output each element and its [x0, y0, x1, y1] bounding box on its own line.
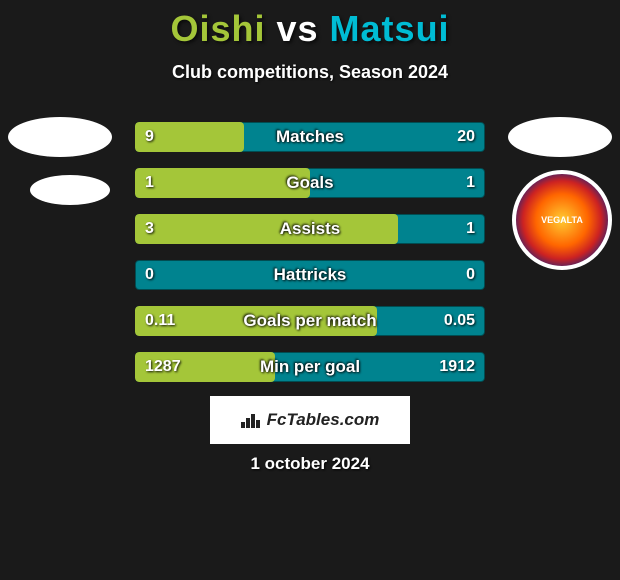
chart-icon [241, 412, 261, 428]
club-logo-text: VEGALTA [541, 215, 583, 225]
stat-label: Hattricks [135, 260, 485, 290]
stat-label: Goals per match [135, 306, 485, 336]
stat-label: Min per goal [135, 352, 485, 382]
page-title: Oishi vs Matsui [0, 0, 620, 50]
player2-name: Matsui [330, 8, 450, 49]
player1-avatar [8, 117, 112, 157]
player2-avatar [508, 117, 612, 157]
subtitle: Club competitions, Season 2024 [0, 62, 620, 83]
brand-badge: FcTables.com [210, 396, 410, 444]
stat-label: Assists [135, 214, 485, 244]
stat-row: 0.110.05Goals per match [135, 306, 485, 336]
stat-row: 12871912Min per goal [135, 352, 485, 382]
stat-row: 11Goals [135, 168, 485, 198]
player1-club-logo [30, 175, 110, 205]
stat-label: Goals [135, 168, 485, 198]
vs-text: vs [276, 8, 318, 49]
stat-row: 920Matches [135, 122, 485, 152]
stat-label: Matches [135, 122, 485, 152]
player2-club-logo: VEGALTA [512, 170, 612, 270]
stat-row: 00Hattricks [135, 260, 485, 290]
brand-text: FcTables.com [267, 410, 380, 430]
player1-name: Oishi [170, 8, 265, 49]
stat-row: 31Assists [135, 214, 485, 244]
stats-chart: 920Matches 11Goals 31Assists 00Hattricks 0.1… [135, 122, 485, 398]
stats-card: Oishi vs Matsui Club competitions, Seaso… [0, 0, 620, 580]
footer-date: 1 october 2024 [0, 454, 620, 474]
